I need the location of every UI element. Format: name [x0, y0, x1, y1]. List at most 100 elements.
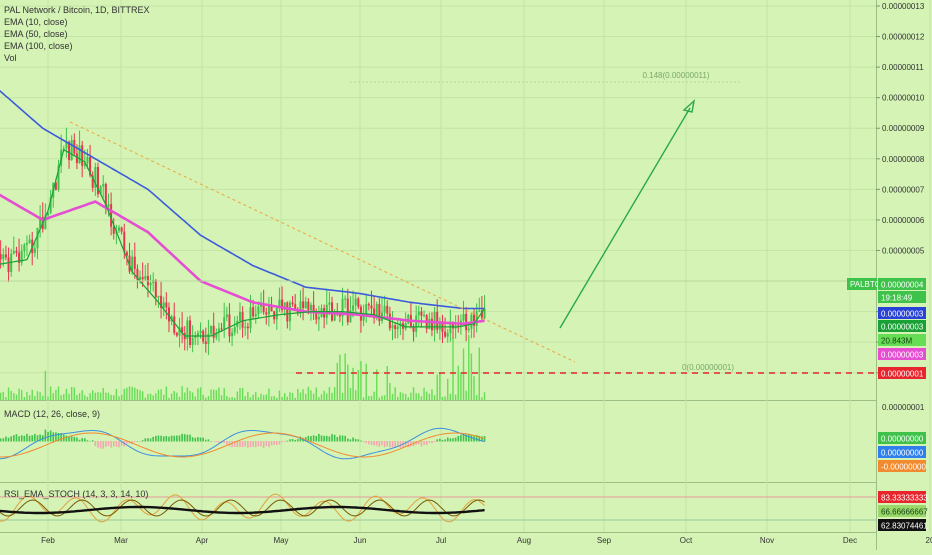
macd-hist-bar: [439, 438, 441, 442]
candle-body: [99, 186, 102, 195]
candle-body: [344, 298, 347, 300]
macd-hist-bar: [76, 437, 78, 442]
candle-body: [54, 182, 57, 190]
volume-bar: [94, 392, 97, 400]
macd-hist-bar: [97, 441, 99, 448]
candle-body: [283, 302, 286, 310]
volume-bar: [239, 388, 241, 400]
volume-bar: [478, 347, 480, 400]
volume-bar: [126, 387, 128, 400]
macd-hist-bar: [39, 434, 41, 442]
volume-bar: [297, 388, 299, 400]
candle-body: [118, 227, 121, 231]
volume-bar: [0, 392, 2, 400]
volume-bar: [354, 390, 357, 400]
volume-bar: [205, 397, 207, 400]
macd-hist-bar: [260, 441, 262, 447]
macd-hist-bar: [155, 435, 157, 442]
volume-bar: [191, 392, 194, 400]
macd-hist-bar: [265, 441, 268, 446]
volume-bar: [220, 395, 223, 400]
indicator-ema10[interactable]: EMA (10, close): [4, 17, 68, 27]
volume-bar: [278, 390, 281, 400]
candle-body: [160, 295, 163, 308]
indicator-volume[interactable]: Vol: [4, 53, 17, 63]
volume-bar: [281, 396, 283, 400]
volume-bar: [468, 334, 470, 400]
macd-hist-bar: [365, 441, 368, 444]
candle-body: [473, 314, 476, 326]
volume-bar: [70, 386, 73, 400]
volume-bar: [399, 392, 402, 400]
y-tick-label: 0.00000010: [882, 94, 925, 103]
macd-tag-macd: 0.00000000: [881, 449, 924, 458]
macd-hist-bar: [176, 435, 178, 442]
macd-title[interactable]: MACD (12, 26, close, 9): [4, 409, 101, 419]
macd-hist-bar: [446, 437, 449, 442]
macd-hist-bar: [370, 441, 373, 445]
candle-body: [241, 311, 244, 328]
macd-hist-bar: [13, 435, 15, 442]
volume-bar: [128, 386, 131, 400]
macd-hist-bar: [294, 439, 297, 442]
volume-bar: [341, 393, 344, 400]
macd-hist-bar: [460, 434, 462, 442]
candle-body: [7, 257, 10, 272]
volume-bar: [131, 386, 133, 400]
ema100-line: [0, 89, 485, 310]
macd-hist-bar: [26, 433, 28, 442]
macd-hist-bar: [55, 432, 57, 442]
volume-bar: [270, 396, 273, 400]
indicator-ema100[interactable]: EMA (100, close): [4, 41, 73, 51]
macd-legend: MACD (12, 26, close, 9): [4, 408, 100, 420]
volume-bar: [149, 393, 152, 400]
macd-hist-bar: [152, 436, 154, 442]
y-tick-label: 0.00000012: [882, 33, 925, 42]
candle-body: [357, 298, 360, 307]
volume-bar: [449, 393, 452, 400]
volume-bar: [55, 389, 57, 400]
volume-bar: [160, 389, 162, 400]
rsi-title[interactable]: RSI_EMA_STOCH (14, 3, 3, 14, 10): [4, 489, 149, 499]
volume-bar: [86, 396, 89, 400]
macd-hist-bar: [197, 437, 199, 442]
macd-hist-bar: [470, 434, 473, 442]
indicator-ema50[interactable]: EMA (50, close): [4, 29, 68, 39]
price-tag-ema10: 0.00000003: [881, 323, 924, 332]
volume-bar: [289, 392, 291, 400]
chart-title[interactable]: PAL Network / Bitcoin, 1D, BITTREX: [4, 5, 150, 15]
macd-hist-bar: [270, 441, 273, 446]
volume-bar: [223, 388, 225, 400]
volume-bar: [113, 395, 115, 400]
candle-body: [375, 304, 378, 319]
candle-body: [278, 299, 281, 308]
macd-hist-bar: [183, 434, 186, 442]
y-tick-label: 0.00000005: [882, 246, 925, 255]
macd-hist-bar: [328, 436, 331, 442]
volume-bar: [144, 397, 147, 400]
rsi-pane: [0, 493, 876, 523]
candle-body: [417, 311, 420, 316]
volume-bar: [307, 386, 310, 400]
volume-bar: [18, 388, 20, 400]
fib-bottom-label: 0(0.00000001): [682, 363, 734, 372]
volume-bar: [470, 353, 473, 400]
volume-bar: [170, 393, 173, 400]
volume-bar: [10, 390, 12, 400]
volume-bar: [31, 389, 33, 400]
rsi-tag-ema-bg: [878, 519, 926, 531]
price-tag-ema50: 0.00000003: [881, 351, 924, 360]
candle-body: [157, 295, 160, 298]
volume-bar: [352, 367, 354, 400]
candle-body: [436, 311, 439, 330]
volume-bar: [418, 393, 420, 400]
y-tick-label: 0.00000009: [882, 124, 925, 133]
volume-bar: [328, 387, 331, 400]
volume-bar: [394, 387, 396, 400]
macd-hist-bar: [165, 435, 168, 442]
symbol-tag: PALBTC: [850, 280, 881, 289]
candle-body: [107, 204, 110, 207]
volume-bar: [320, 394, 323, 400]
volume-bar: [26, 392, 28, 400]
